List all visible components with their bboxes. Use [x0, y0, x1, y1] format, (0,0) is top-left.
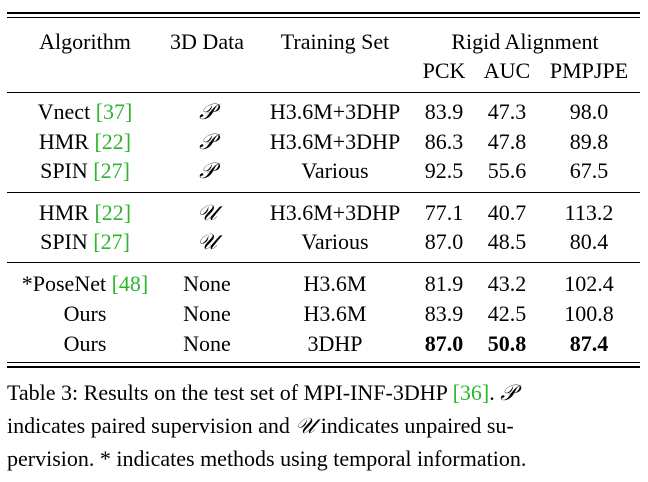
pck-cell: 92.5: [424, 158, 464, 183]
paired-symbol: 𝒫: [500, 380, 517, 405]
pmpjpe-cell: 98.0: [569, 99, 609, 124]
top-rule-thick: [7, 12, 640, 14]
group1-rule: [7, 192, 640, 193]
header-rigid-alignment: Rigid Alignment: [451, 29, 599, 54]
caption-line-1: Table 3: Results on the test set of MPI-…: [7, 380, 517, 405]
citation-link[interactable]: [27]: [93, 158, 130, 183]
algorithm-cell: *PoseNet [48]: [21, 271, 149, 296]
header-algorithm: Algorithm: [39, 29, 131, 54]
header-3d-data: 3D Data: [170, 29, 244, 54]
citation-link[interactable]: [48]: [111, 271, 149, 296]
pmpjpe-cell: 80.4: [569, 229, 609, 254]
pmpjpe-cell: 113.2: [564, 200, 614, 225]
pmpjpe-cell: 89.8: [569, 129, 609, 154]
bottom-rule-thick: [7, 366, 640, 368]
pck-cell: 81.9: [424, 271, 464, 296]
auc-cell: 40.7: [487, 200, 527, 225]
training-cell: H3.6M+3DHP: [269, 99, 401, 124]
auc-cell: 43.2: [487, 271, 527, 296]
table-caption: Table 3: Results on the test set of MPI-…: [7, 376, 640, 475]
pck-cell: 87.0: [424, 229, 464, 254]
citation-link[interactable]: [22]: [94, 129, 132, 154]
top-rule-thin: [7, 17, 640, 18]
pmpjpe-cell: 100.8: [564, 301, 614, 326]
algorithm-cell: Ours: [63, 331, 107, 356]
pck-cell: 77.1: [424, 200, 464, 225]
data-cell: None: [183, 271, 231, 296]
citation-link[interactable]: [37]: [95, 99, 133, 124]
header-pck: PCK: [422, 58, 466, 83]
training-cell: H3.6M+3DHP: [269, 129, 401, 154]
caption-line-2: indicates paired supervision and 𝒰 indic…: [7, 413, 514, 438]
auc-cell: 42.5: [487, 301, 527, 326]
citation-link[interactable]: [27]: [93, 229, 130, 254]
training-cell: H3.6M: [303, 301, 367, 326]
algorithm-cell: SPIN [27]: [40, 158, 130, 183]
unpaired-symbol: 𝒰: [295, 413, 316, 438]
algorithm-cell: Ours: [63, 301, 107, 326]
header-pmpjpe: PMPJPE: [549, 58, 629, 83]
caption-line-3: pervision. * indicates methods using tem…: [7, 446, 527, 471]
pck-cell-best: 87.0: [424, 331, 464, 356]
algorithm-cell: Vnect [37]: [37, 99, 133, 124]
training-cell: Various: [301, 229, 369, 254]
auc-cell-best: 50.8: [487, 331, 527, 356]
algorithm-cell: HMR [22]: [38, 200, 132, 225]
pmpjpe-cell: 102.4: [564, 271, 614, 296]
citation-link[interactable]: [36]: [452, 380, 490, 405]
training-cell: 3DHP: [307, 331, 363, 356]
training-cell: H3.6M+3DHP: [269, 200, 401, 225]
header-auc: AUC: [483, 58, 531, 83]
group2-rule: [7, 262, 640, 263]
bottom-rule-thin: [7, 362, 640, 363]
paired-symbol: 𝒫: [199, 158, 215, 183]
pck-cell: 83.9: [424, 99, 464, 124]
auc-cell: 48.5: [487, 229, 527, 254]
pck-cell: 83.9: [424, 301, 464, 326]
data-cell: None: [183, 331, 231, 356]
unpaired-symbol: 𝒰: [197, 200, 217, 225]
algorithm-cell: SPIN [27]: [40, 229, 130, 254]
pmpjpe-cell: 67.5: [569, 158, 609, 183]
auc-cell: 47.3: [487, 99, 527, 124]
data-cell: None: [183, 301, 231, 326]
training-cell: H3.6M: [303, 271, 367, 296]
paired-symbol: 𝒫: [199, 99, 215, 124]
paired-symbol: 𝒫: [199, 129, 215, 154]
auc-cell: 55.6: [487, 158, 527, 183]
training-cell: Various: [301, 158, 369, 183]
unpaired-symbol: 𝒰: [197, 229, 217, 254]
citation-link[interactable]: [22]: [94, 200, 132, 225]
algorithm-cell: HMR [22]: [38, 129, 132, 154]
header-rule: [7, 92, 640, 93]
pmpjpe-cell-best: 87.4: [569, 331, 609, 356]
header-training-set: Training Set: [280, 29, 390, 54]
pck-cell: 86.3: [424, 129, 464, 154]
auc-cell: 47.8: [487, 129, 527, 154]
